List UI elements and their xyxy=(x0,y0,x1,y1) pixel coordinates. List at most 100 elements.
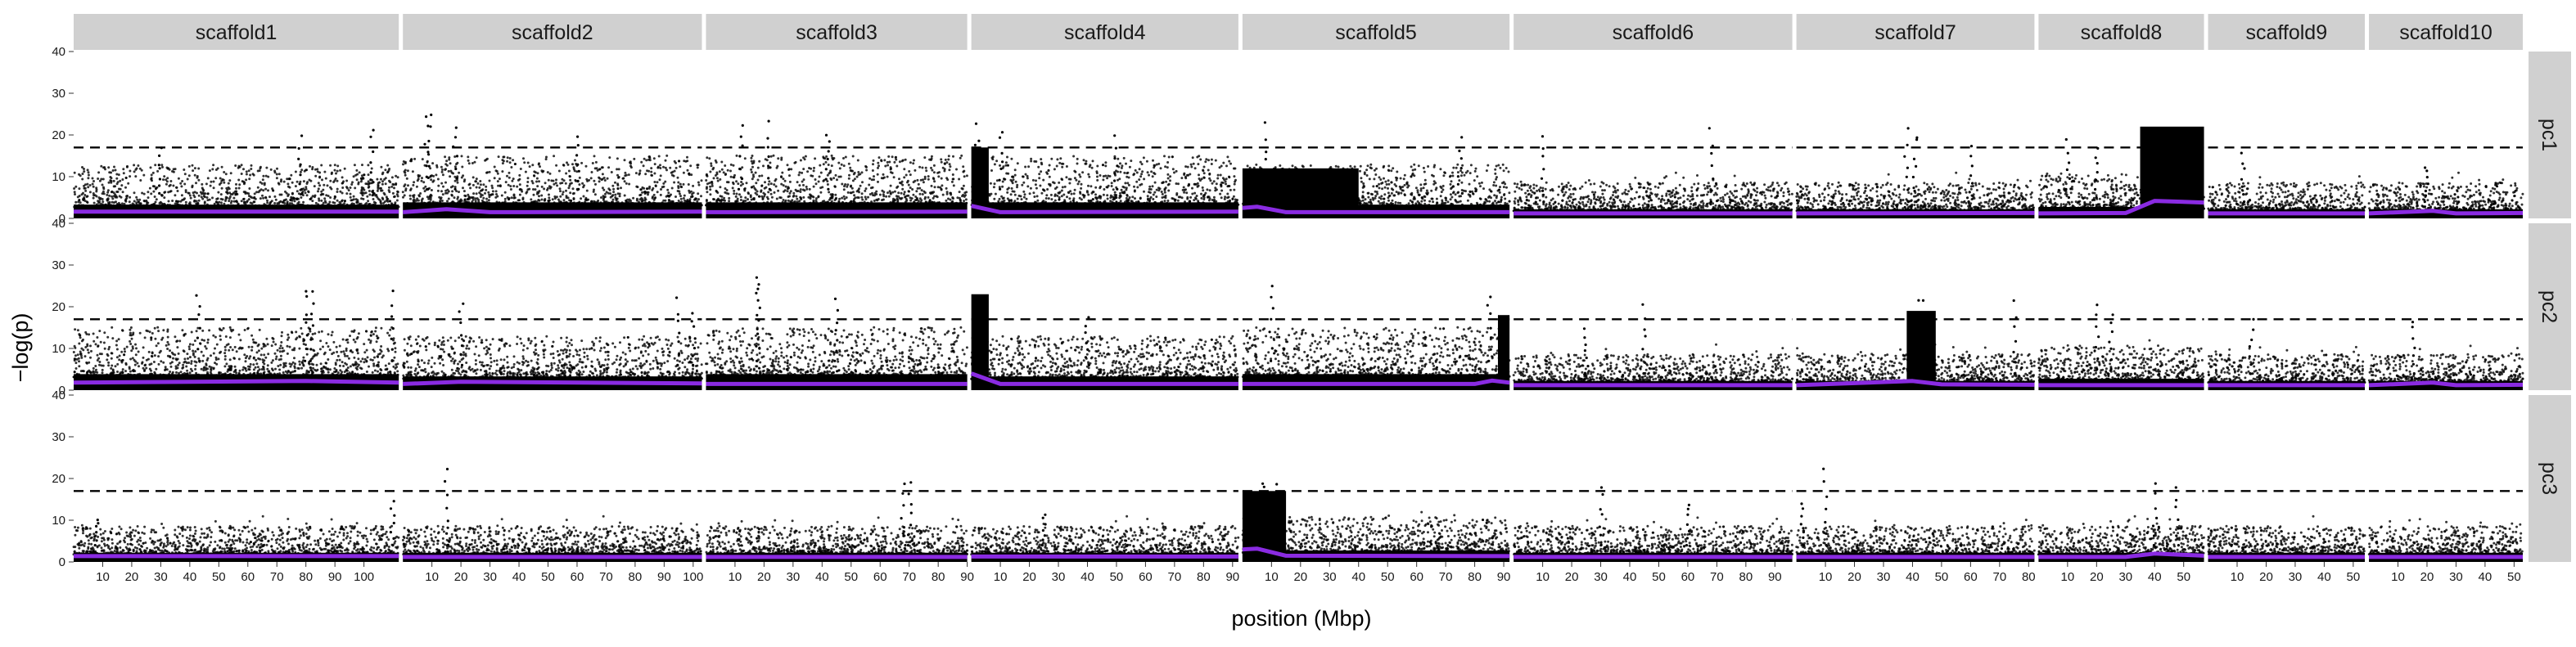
data-point xyxy=(476,156,478,159)
data-point xyxy=(1216,177,1219,180)
data-point xyxy=(1181,204,1184,206)
data-point xyxy=(1461,172,1464,174)
data-point xyxy=(365,191,368,194)
data-point xyxy=(495,190,498,192)
data-point xyxy=(670,200,673,203)
data-point xyxy=(271,187,273,190)
data-point xyxy=(1198,177,1201,180)
data-point xyxy=(452,185,454,187)
data-point xyxy=(747,191,750,194)
data-point xyxy=(972,195,975,198)
data-point xyxy=(1323,188,1325,191)
data-point xyxy=(461,166,463,168)
data-point xyxy=(758,160,760,163)
data-point xyxy=(512,204,514,206)
data-point xyxy=(877,164,880,167)
data-point xyxy=(837,200,840,203)
data-point xyxy=(223,171,225,173)
data-point xyxy=(767,164,769,167)
data-point xyxy=(901,188,904,191)
data-point xyxy=(645,198,647,200)
data-point xyxy=(744,204,747,206)
data-point xyxy=(654,163,656,165)
data-point xyxy=(1148,204,1150,206)
data-point xyxy=(111,177,113,179)
data-point xyxy=(383,192,386,195)
data-point xyxy=(119,180,121,182)
data-point xyxy=(122,191,124,193)
data-point xyxy=(975,199,977,201)
data-point xyxy=(380,200,382,202)
data-point xyxy=(134,206,137,209)
data-point xyxy=(647,193,649,195)
peak-point xyxy=(1116,164,1118,167)
data-point xyxy=(624,159,626,161)
data-point xyxy=(1199,159,1202,161)
data-point xyxy=(935,204,937,206)
data-point xyxy=(963,200,965,202)
data-point xyxy=(527,162,530,164)
data-point xyxy=(507,156,509,159)
data-point xyxy=(1184,177,1187,179)
data-point xyxy=(236,201,238,204)
data-point xyxy=(585,178,588,181)
data-point xyxy=(999,198,1001,200)
data-point xyxy=(217,191,219,194)
data-point xyxy=(1103,175,1105,177)
data-point xyxy=(959,157,962,160)
data-point xyxy=(302,201,305,204)
data-point xyxy=(1128,184,1130,186)
data-point xyxy=(306,181,309,183)
data-point xyxy=(1112,188,1115,191)
data-point xyxy=(402,163,404,165)
data-point xyxy=(241,204,243,207)
data-point xyxy=(108,182,111,184)
data-point xyxy=(243,182,246,184)
data-point xyxy=(1488,200,1491,203)
data-point xyxy=(1129,196,1131,199)
data-point xyxy=(651,174,653,177)
data-point xyxy=(657,166,660,168)
data-point xyxy=(927,196,930,199)
data-point xyxy=(949,163,951,165)
data-point xyxy=(912,162,914,164)
data-point xyxy=(1147,195,1149,197)
data-point xyxy=(573,197,575,200)
data-point xyxy=(526,185,529,187)
data-point xyxy=(1104,201,1107,204)
data-point xyxy=(536,185,539,187)
data-point xyxy=(1168,183,1171,186)
data-point xyxy=(686,200,688,203)
data-point xyxy=(861,192,864,195)
data-point xyxy=(622,177,625,180)
data-point xyxy=(314,195,317,197)
data-point xyxy=(877,173,879,176)
data-point xyxy=(1220,190,1223,192)
data-point xyxy=(1180,177,1183,179)
data-point xyxy=(949,204,951,206)
data-point xyxy=(135,196,138,199)
data-point xyxy=(318,176,321,178)
peak-point xyxy=(454,136,457,138)
data-point xyxy=(1032,191,1035,194)
data-point xyxy=(660,194,662,196)
data-point xyxy=(113,180,115,182)
data-point xyxy=(568,199,571,201)
data-point xyxy=(808,167,810,169)
data-point xyxy=(769,203,772,205)
data-point xyxy=(717,198,720,200)
data-point xyxy=(416,186,418,188)
data-point xyxy=(646,169,648,172)
data-point xyxy=(697,166,699,168)
data-point xyxy=(665,155,668,157)
data-point xyxy=(1086,191,1089,194)
data-point xyxy=(189,201,192,204)
data-point xyxy=(873,175,875,177)
data-point xyxy=(397,176,399,178)
data-point xyxy=(325,177,327,180)
data-point xyxy=(268,195,271,198)
data-point xyxy=(125,177,128,179)
data-point xyxy=(1157,186,1160,189)
data-point xyxy=(905,174,908,177)
data-point xyxy=(1138,178,1140,181)
